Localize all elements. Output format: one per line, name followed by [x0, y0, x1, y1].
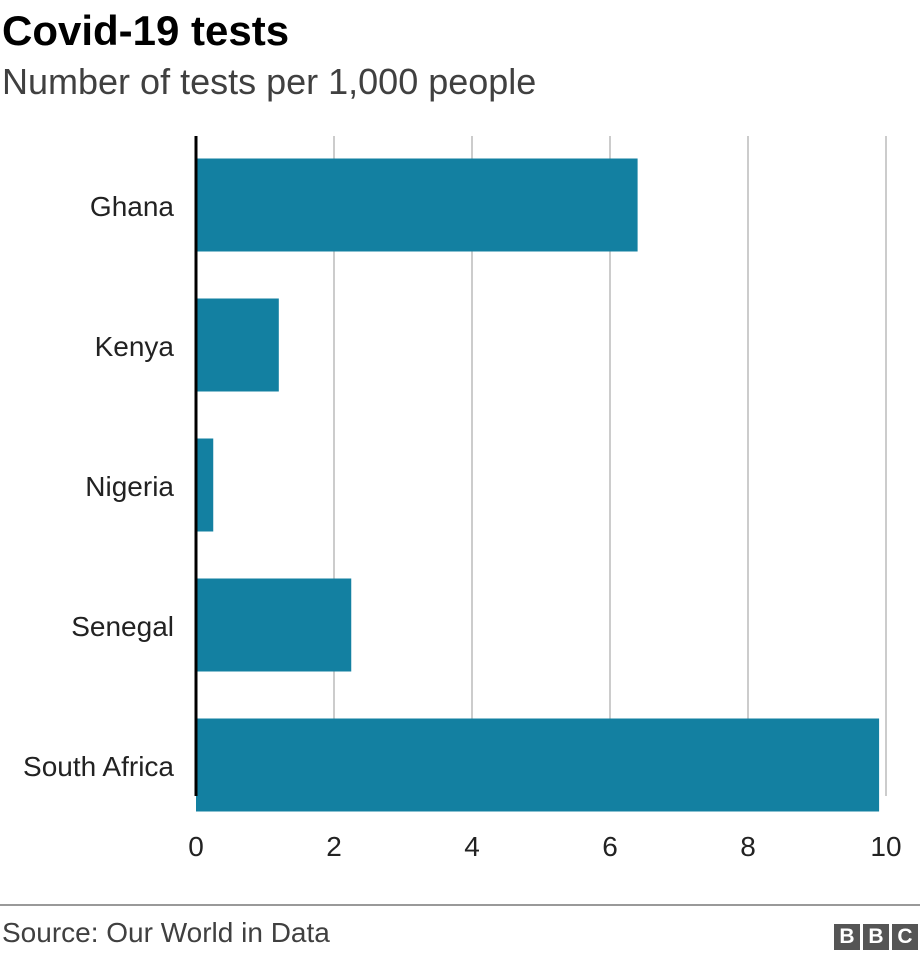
- x-tick-label: 0: [188, 831, 204, 862]
- bar-chart: Ghana Kenya Nigeria Senegal South Africa 0 2 4…: [23, 136, 902, 862]
- bbc-logo: B B C: [834, 924, 918, 950]
- bbc-logo-letter: C: [892, 924, 918, 950]
- category-label: Kenya: [95, 331, 175, 362]
- category-labels: Ghana Kenya Nigeria Senegal South Africa: [23, 191, 174, 782]
- x-tick-labels: 0 2 4 6 8 10: [188, 831, 901, 862]
- chart-title: Covid-19 tests: [2, 7, 290, 54]
- chart-subtitle: Number of tests per 1,000 people: [2, 61, 537, 102]
- bbc-logo-letter: B: [863, 924, 889, 950]
- category-label: South Africa: [23, 751, 174, 782]
- category-label: Nigeria: [85, 471, 174, 502]
- bar-ghana: [196, 158, 638, 252]
- bars: [196, 158, 880, 812]
- bar-nigeria: [196, 438, 214, 532]
- footer-divider: [0, 904, 920, 906]
- x-tick-label: 2: [326, 831, 342, 862]
- x-tick-label: 10: [870, 831, 901, 862]
- bar-south-africa: [196, 718, 880, 812]
- category-label: Senegal: [71, 611, 174, 642]
- x-tick-label: 4: [464, 831, 480, 862]
- bar-kenya: [196, 298, 279, 392]
- x-tick-label: 8: [740, 831, 756, 862]
- bar-senegal: [196, 578, 352, 672]
- bbc-logo-letter: B: [834, 924, 860, 950]
- x-tick-label: 6: [602, 831, 618, 862]
- source-note: Source: Our World in Data: [2, 917, 330, 948]
- category-label: Ghana: [90, 191, 174, 222]
